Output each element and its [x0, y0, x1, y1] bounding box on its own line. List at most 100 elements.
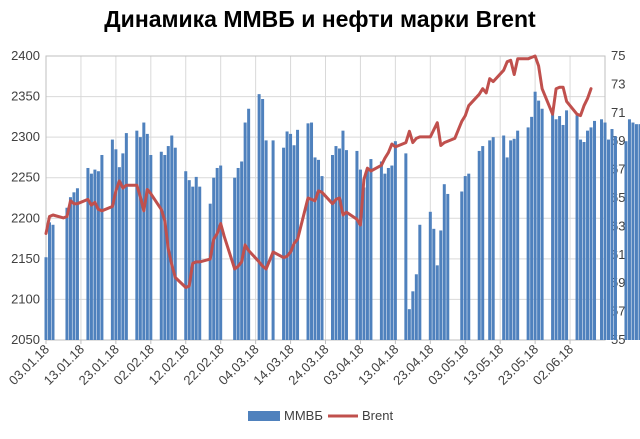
mmvb-bar	[124, 133, 128, 340]
mmvb-bar	[282, 147, 286, 340]
mmvb-bar	[65, 207, 69, 340]
mmvb-bar	[603, 122, 607, 340]
y-left-tick-label: 2300	[11, 129, 40, 144]
mmvb-bar	[432, 228, 436, 340]
mmvb-bar	[561, 124, 565, 340]
mmvb-bar	[243, 122, 247, 340]
mmvb-bar	[163, 154, 167, 340]
mmvb-bar	[334, 146, 338, 340]
mmvb-bar	[68, 197, 72, 340]
mmvb-bar	[481, 146, 485, 340]
mmvb-bar	[344, 150, 348, 340]
mmvb-bar	[613, 136, 617, 340]
mmvb-bar	[558, 116, 562, 340]
mmvb-bar	[89, 173, 93, 340]
mmvb-bar	[285, 131, 289, 340]
mmvb-bar	[365, 167, 369, 340]
mmvb-bar	[264, 140, 268, 340]
mmvb-bar	[114, 149, 118, 340]
y-right-tick-label: 73	[611, 76, 625, 91]
mmvb-bar	[516, 130, 520, 340]
y-left-tick-label: 2200	[11, 210, 40, 225]
mmvb-bar	[355, 150, 359, 340]
mmvb-bar	[624, 141, 628, 340]
mmvb-bar	[240, 161, 244, 340]
mmvb-bar	[540, 108, 544, 340]
y-right-tick-label: 75	[611, 48, 625, 63]
mmvb-bar	[135, 130, 139, 340]
mmvb-bar	[537, 100, 541, 340]
y-left-tick-label: 2050	[11, 332, 40, 347]
mmvb-bar	[138, 137, 142, 340]
mmvb-bar	[341, 130, 345, 340]
mmvb-bar	[491, 137, 495, 340]
mmvb-bar	[386, 167, 390, 340]
mmvb-bar	[407, 309, 411, 340]
mmvb-bar	[393, 141, 397, 340]
legend-label-mmvb: ММВБ	[284, 408, 323, 423]
mmvb-bar	[442, 184, 446, 340]
mmvb-bar	[86, 167, 90, 340]
y-left-tick-label: 2150	[11, 251, 40, 266]
y-right-tick-label: 71	[611, 105, 625, 120]
mmvb-bar	[310, 122, 314, 340]
legend-swatch-mmvb	[248, 411, 280, 421]
mmvb-bar	[488, 140, 492, 340]
mmvb-bar	[435, 265, 439, 340]
mmvb-bar	[600, 119, 604, 340]
mmvb-bar	[142, 122, 146, 340]
mmvb-bar	[212, 177, 216, 340]
mmvb-bar	[369, 159, 373, 340]
mmvb-bar	[257, 94, 261, 340]
mmvb-bar	[610, 129, 614, 340]
legend-label-brent: Brent	[362, 408, 393, 423]
mmvb-bar	[575, 115, 579, 340]
mmvb-bar	[233, 177, 237, 340]
mmvb-bar	[51, 224, 55, 340]
mmvb-bar	[145, 133, 149, 340]
mmvb-bar	[446, 193, 450, 340]
mmvb-bar	[194, 176, 198, 340]
mmvb-bar	[565, 110, 569, 340]
mmvb-bar	[579, 139, 583, 340]
mmvb-bar	[100, 154, 104, 340]
mmvb-bar	[582, 142, 586, 340]
y-left-tick-label: 2400	[11, 48, 40, 63]
mmvb-bar	[236, 167, 240, 340]
chart-title: Динамика ММВБ и нефти марки Brent	[104, 6, 536, 32]
mmvb-bar	[379, 161, 383, 340]
mmvb-bar	[589, 127, 593, 340]
mmvb-bar	[530, 116, 534, 340]
mmvb-bar	[467, 173, 471, 340]
mmvb-bar	[159, 151, 163, 340]
mmvb-bar	[634, 124, 638, 340]
mmvb-bar	[110, 139, 114, 340]
y-left-tick-label: 2100	[11, 291, 40, 306]
mmvb-bar	[149, 154, 153, 340]
mmvb-bar	[512, 138, 516, 340]
mmvb-bar	[93, 169, 97, 340]
mmvb-bar	[215, 167, 219, 340]
mmvb-bar	[117, 167, 121, 340]
mmvb-bar	[505, 157, 509, 340]
mmvb-bar	[551, 114, 555, 341]
y-left-tick-label: 2350	[11, 89, 40, 104]
mmvb-bar	[170, 135, 174, 340]
mmvb-bar	[219, 165, 223, 340]
mmvb-bar	[460, 191, 464, 340]
mmvb-bar	[96, 171, 100, 340]
mmvb-bar	[261, 99, 265, 341]
mmvb-bar	[593, 120, 597, 341]
y-left-tick-label: 2250	[11, 170, 40, 185]
mmvb-bar	[414, 274, 418, 340]
mmvb-bar	[44, 257, 48, 340]
mmvb-bar	[502, 135, 506, 340]
mmvb-bar	[509, 140, 513, 340]
mmvb-bar	[586, 130, 590, 340]
mmvb-bar	[404, 153, 408, 340]
mmvb-bar	[463, 176, 467, 340]
mmvb-bar	[554, 119, 558, 340]
brent-line	[44, 54, 593, 289]
mmvb-bar	[72, 192, 76, 340]
